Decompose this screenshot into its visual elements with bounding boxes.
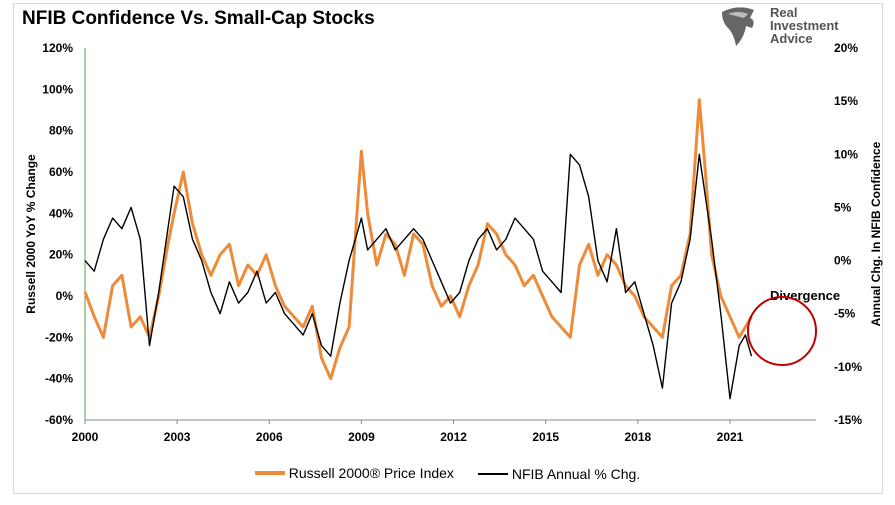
legend-item-russell: Russell 2000® Price Index [254, 465, 454, 481]
divergence-circle [747, 296, 817, 366]
logo-line-1: Real [770, 5, 798, 20]
nfib-series-line [84, 153, 753, 400]
y2-tick-label: -5% [834, 307, 856, 321]
y-tick-label: 20% [49, 248, 73, 262]
x-tick-label: 2006 [256, 430, 283, 444]
y-tick-label: 60% [49, 165, 73, 179]
y2-tick-label: 0% [834, 254, 852, 268]
legend-label-russell: Russell 2000® Price Index [288, 465, 454, 481]
x-tick-label: 2000 [72, 430, 99, 444]
russell-2000-series-line [83, 98, 753, 381]
y-tick-label: 80% [49, 124, 73, 138]
legend: Russell 2000® Price Index NFIB Annual % … [0, 462, 895, 482]
y-tick-label: -60% [45, 413, 73, 427]
chart-frame [13, 3, 883, 494]
y2-tick-label: 5% [834, 200, 852, 214]
x-tick-label: 2009 [348, 430, 375, 444]
y-tick-label: 0% [56, 289, 74, 303]
y-tick-label: 40% [49, 206, 73, 220]
y2-tick-label: 20% [834, 41, 858, 55]
logo-text: Real Investment Advice [770, 6, 839, 45]
chart-title: NFIB Confidence Vs. Small-Cap Stocks [22, 8, 375, 29]
divergence-annotation: Divergence [770, 288, 840, 303]
x-tick-label: 2012 [440, 430, 467, 444]
x-tick-label: 2021 [717, 430, 744, 444]
eagle-icon [722, 7, 754, 47]
x-tick-label: 2018 [625, 430, 652, 444]
logo-line-2: Investment [770, 18, 839, 33]
y2-tick-label: 10% [834, 147, 858, 161]
legend-label-nfib: NFIB Annual % Chg. [511, 466, 641, 482]
series-group [83, 98, 753, 400]
y2-tick-label: 15% [834, 94, 858, 108]
y2-axis-title: Annual Chg. In NFIB Confidence [869, 141, 883, 326]
x-tick-label: 2015 [532, 430, 559, 444]
y-axis-title: Russell 2000 YoY % Change [24, 154, 38, 314]
y-tick-label: -40% [45, 372, 73, 386]
legend-item-nfib: NFIB Annual % Chg. [477, 466, 641, 482]
y-tick-label: 100% [42, 82, 73, 96]
logo-line-3: Advice [770, 31, 813, 46]
y-tick-label: 120% [42, 41, 73, 55]
y2-tick-label: -10% [834, 360, 862, 374]
legend-swatch-russell [254, 471, 285, 475]
y2-tick-label: -15% [834, 413, 862, 427]
axes-group [84, 48, 816, 424]
legend-swatch-nfib [477, 473, 508, 475]
labels-group: 120% 100% 80% 60% 40% 20% 0% -20% -40% -60% 20% 15%… [24, 41, 883, 444]
x-tick-label: 2003 [164, 430, 191, 444]
y-tick-label: -20% [45, 330, 73, 344]
